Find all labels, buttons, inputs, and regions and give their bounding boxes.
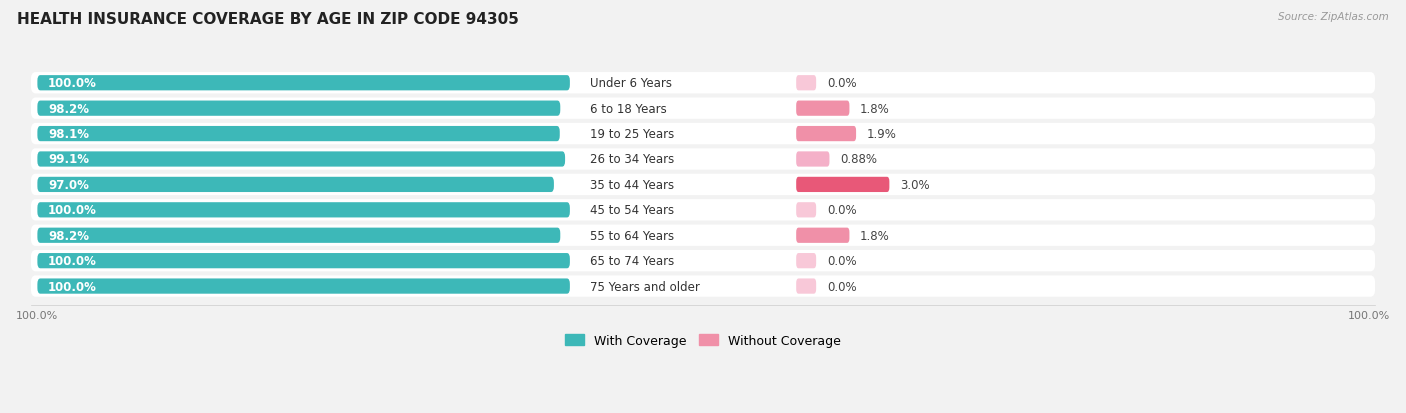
Text: 0.0%: 0.0% xyxy=(827,77,856,90)
FancyBboxPatch shape xyxy=(796,101,849,116)
Text: Source: ZipAtlas.com: Source: ZipAtlas.com xyxy=(1278,12,1389,22)
Text: 75 Years and older: 75 Years and older xyxy=(591,280,700,293)
FancyBboxPatch shape xyxy=(31,73,1375,94)
FancyBboxPatch shape xyxy=(796,177,890,192)
FancyBboxPatch shape xyxy=(796,76,815,91)
FancyBboxPatch shape xyxy=(31,174,1375,196)
Text: 55 to 64 Years: 55 to 64 Years xyxy=(591,229,673,242)
Text: 1.8%: 1.8% xyxy=(860,229,890,242)
FancyBboxPatch shape xyxy=(38,279,569,294)
FancyBboxPatch shape xyxy=(31,123,1375,145)
Text: 98.2%: 98.2% xyxy=(48,229,89,242)
Text: 3.0%: 3.0% xyxy=(900,178,929,192)
Text: 0.0%: 0.0% xyxy=(827,280,856,293)
Text: 19 to 25 Years: 19 to 25 Years xyxy=(591,128,673,141)
FancyBboxPatch shape xyxy=(31,225,1375,246)
FancyBboxPatch shape xyxy=(31,98,1375,119)
Text: 100.0%: 100.0% xyxy=(48,254,97,268)
Text: 97.0%: 97.0% xyxy=(48,178,89,192)
Text: 98.2%: 98.2% xyxy=(48,102,89,115)
Text: 35 to 44 Years: 35 to 44 Years xyxy=(591,178,673,192)
Text: 1.8%: 1.8% xyxy=(860,102,890,115)
Text: 100.0%: 100.0% xyxy=(48,204,97,217)
FancyBboxPatch shape xyxy=(796,127,856,142)
Text: 65 to 74 Years: 65 to 74 Years xyxy=(591,254,673,268)
Legend: With Coverage, Without Coverage: With Coverage, Without Coverage xyxy=(561,329,845,352)
Text: Under 6 Years: Under 6 Years xyxy=(591,77,672,90)
FancyBboxPatch shape xyxy=(38,177,554,192)
FancyBboxPatch shape xyxy=(38,254,569,268)
FancyBboxPatch shape xyxy=(38,76,569,91)
FancyBboxPatch shape xyxy=(31,276,1375,297)
Text: HEALTH INSURANCE COVERAGE BY AGE IN ZIP CODE 94305: HEALTH INSURANCE COVERAGE BY AGE IN ZIP … xyxy=(17,12,519,27)
Text: 100.0%: 100.0% xyxy=(48,77,97,90)
FancyBboxPatch shape xyxy=(38,228,561,243)
Text: 98.1%: 98.1% xyxy=(48,128,89,141)
Text: 0.88%: 0.88% xyxy=(841,153,877,166)
FancyBboxPatch shape xyxy=(796,254,815,268)
FancyBboxPatch shape xyxy=(796,152,830,167)
FancyBboxPatch shape xyxy=(796,279,815,294)
Text: 26 to 34 Years: 26 to 34 Years xyxy=(591,153,673,166)
Text: 45 to 54 Years: 45 to 54 Years xyxy=(591,204,673,217)
FancyBboxPatch shape xyxy=(31,199,1375,221)
FancyBboxPatch shape xyxy=(31,250,1375,272)
Text: 0.0%: 0.0% xyxy=(827,204,856,217)
Text: 0.0%: 0.0% xyxy=(827,254,856,268)
Text: 1.9%: 1.9% xyxy=(866,128,897,141)
FancyBboxPatch shape xyxy=(796,228,849,243)
FancyBboxPatch shape xyxy=(31,149,1375,170)
FancyBboxPatch shape xyxy=(796,203,815,218)
FancyBboxPatch shape xyxy=(38,152,565,167)
FancyBboxPatch shape xyxy=(38,203,569,218)
FancyBboxPatch shape xyxy=(38,101,561,116)
Text: 6 to 18 Years: 6 to 18 Years xyxy=(591,102,666,115)
Text: 100.0%: 100.0% xyxy=(48,280,97,293)
FancyBboxPatch shape xyxy=(38,127,560,142)
Text: 99.1%: 99.1% xyxy=(48,153,89,166)
